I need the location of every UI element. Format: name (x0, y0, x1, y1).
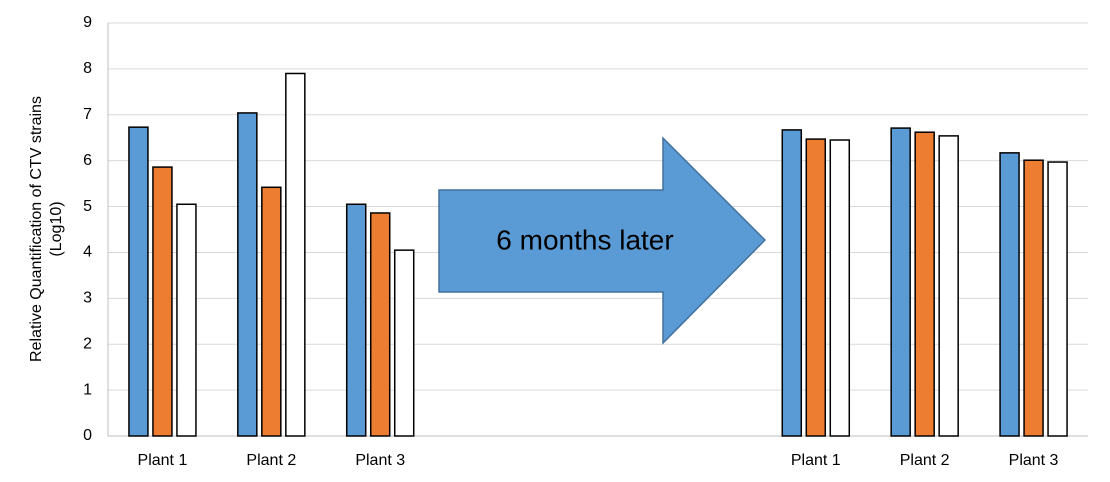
bar (261, 186, 282, 437)
y-tick-label: 7 (83, 106, 92, 123)
x-tick-label: Plant 3 (1009, 452, 1059, 469)
bar (914, 131, 935, 437)
bar (128, 126, 149, 437)
y-axis-title: (Log10) (48, 201, 65, 256)
y-tick-label: 1 (83, 381, 92, 398)
y-tick-label: 3 (83, 290, 92, 307)
x-tick-label: Plant 2 (246, 452, 296, 469)
y-tick-label: 8 (83, 60, 92, 77)
bar (369, 212, 391, 437)
bar (938, 135, 959, 437)
bar (237, 112, 258, 437)
x-tick-label: Plant 1 (791, 452, 841, 469)
bar (890, 127, 911, 437)
annotation: 6 months later (496, 224, 673, 255)
bars (128, 72, 1068, 437)
bar (1047, 161, 1068, 437)
x-tick-label: Plant 3 (355, 452, 405, 469)
y-tick-label: 2 (83, 335, 92, 352)
y-tick-label: 6 (83, 152, 92, 169)
x-tick-label: Plant 1 (138, 452, 188, 469)
bar (781, 129, 803, 437)
bar (176, 203, 197, 437)
y-tick-label: 4 (83, 244, 92, 261)
x-tick-label: Plant 2 (900, 452, 950, 469)
bar (999, 152, 1020, 437)
bar (152, 166, 173, 437)
bar (393, 249, 415, 437)
bar (805, 138, 827, 437)
bar (345, 203, 367, 437)
arrow (438, 136, 767, 345)
bar (829, 139, 851, 437)
y-axis-title: Relative Quantification of CTV strains (28, 96, 45, 362)
bar (285, 72, 306, 437)
y-tick-label: 9 (83, 14, 92, 31)
y-tick-label: 5 (83, 198, 92, 215)
y-tick-label: 0 (83, 427, 92, 444)
bar (1023, 159, 1044, 437)
